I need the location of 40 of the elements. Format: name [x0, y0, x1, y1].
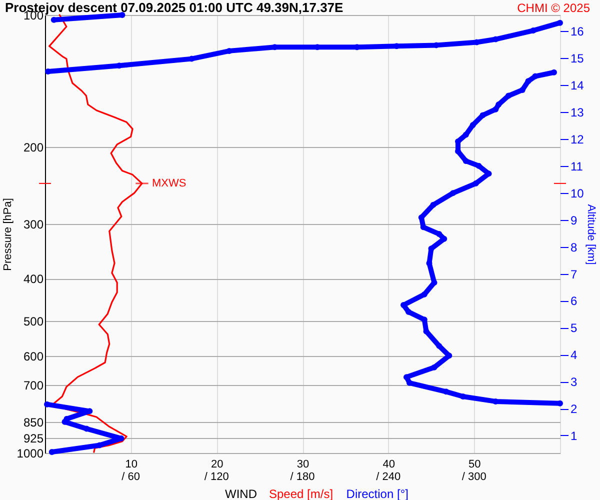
- x2-tick-label: / 300: [462, 471, 486, 483]
- annotation: MXWS: [152, 177, 186, 190]
- y2-tick-label: 11: [570, 159, 584, 174]
- y-tick-label: 1000: [16, 446, 44, 460]
- y2-tick-label: 14: [570, 78, 584, 93]
- y2-tick-label: 3: [570, 375, 578, 390]
- text: CHMI © 2025: [517, 1, 590, 15]
- y2-tick-label: 10: [570, 186, 584, 200]
- y2-tick-label: 16: [570, 24, 584, 39]
- x-tick-label: 10: [125, 458, 138, 470]
- x2-tick-label: / 120: [204, 471, 229, 483]
- x-tick-label: 40: [382, 458, 395, 470]
- y-tick-label: 850: [23, 416, 44, 430]
- y2-tick-label: 9: [570, 213, 578, 228]
- y-tick-label: 700: [23, 378, 44, 393]
- y-axis-title: Pressure [hPa]: [2, 198, 14, 271]
- y-tick-label: 400: [23, 272, 44, 286]
- y2-tick-label: 12: [570, 132, 584, 146]
- y2-tick-label: 13: [570, 106, 584, 120]
- x2-tick-label: / 240: [376, 471, 401, 483]
- x-tick-label: 30: [296, 458, 310, 470]
- x-tick-label: 50: [468, 458, 481, 470]
- x-tick-label: 20: [211, 458, 224, 470]
- y2-tick-label: 15: [570, 52, 584, 66]
- y-tick-label: 200: [23, 140, 44, 154]
- y2-tick-label: 2: [570, 402, 578, 416]
- x2-tick-label: / 60: [122, 471, 140, 483]
- y2-tick-label: 5: [570, 321, 578, 336]
- x-axis-title: WIND: [225, 487, 258, 500]
- y2-tick-label: 7: [570, 267, 578, 282]
- x2-tick-label: / 180: [290, 471, 315, 483]
- y2-tick-label: 1: [570, 428, 578, 443]
- y2-tick-label: 6: [570, 294, 578, 308]
- y2-tick-label: 4: [570, 348, 578, 362]
- y-tick-label: 300: [23, 217, 44, 232]
- y2-axis-title: Altitude [km]: [584, 204, 597, 265]
- y2-tick-label: 8: [570, 240, 578, 254]
- y-tick-label: 600: [23, 349, 44, 364]
- y-tick-label: 500: [23, 314, 44, 329]
- y-tick-label: 925: [23, 432, 44, 446]
